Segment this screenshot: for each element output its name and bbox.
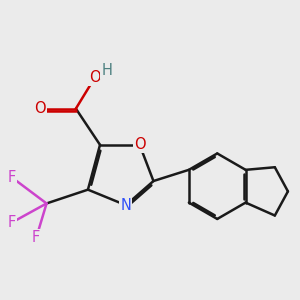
Text: O: O [134,137,146,152]
Text: N: N [120,198,131,213]
Text: F: F [8,215,16,230]
Text: O: O [34,101,46,116]
Text: F: F [8,170,16,185]
Text: O: O [89,70,100,85]
Text: H: H [101,63,112,78]
Text: F: F [32,230,40,245]
